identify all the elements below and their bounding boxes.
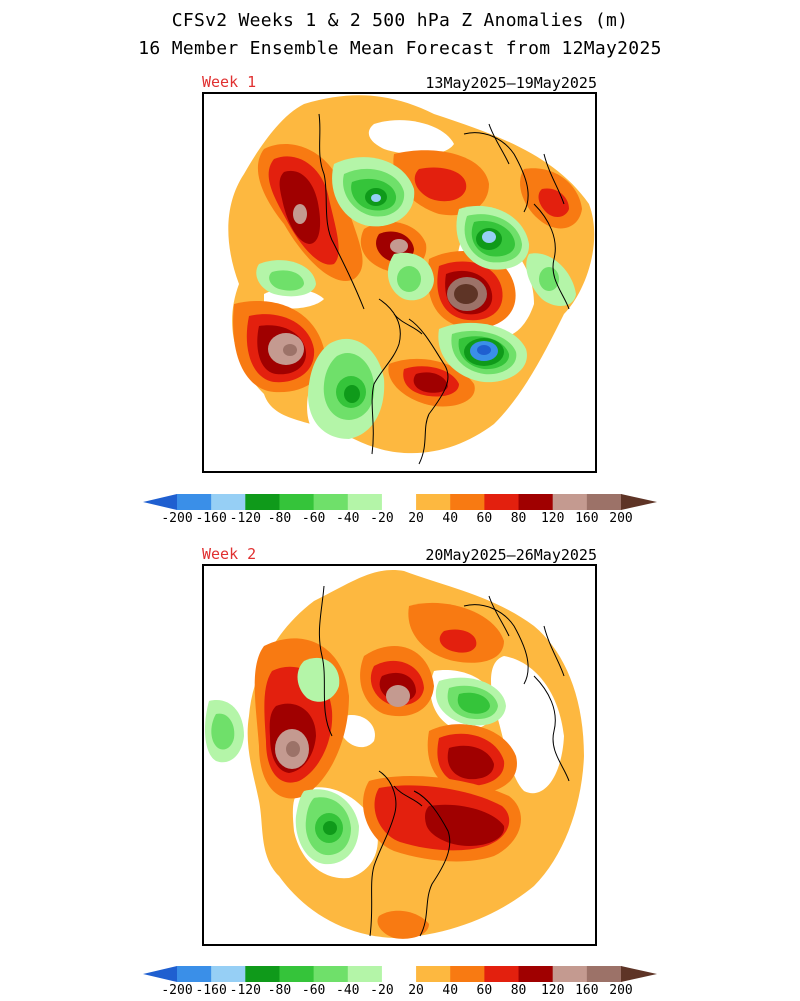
week1-colorbar [143,494,657,510]
colorbar-bin [211,494,246,510]
week2-map-svg [204,570,585,939]
week2-date-range: 20May2025–26May2025 [425,546,597,564]
colorbar-tick-label: 60 [476,511,493,526]
colorbar-bin [484,494,520,510]
colorbar-bins [177,966,622,982]
colorbar-bin [416,966,451,982]
colorbar-bin [279,494,315,510]
colorbar-bin [313,494,349,510]
colorbar-bin [450,966,485,982]
colorbar-tick-label: 40 [442,511,459,526]
colorbar-bin [552,494,588,510]
colorbar-tick-label: -60 [301,983,326,998]
colorbar-tick-label: -60 [301,511,326,526]
colorbar-tick-label: -20 [370,511,394,526]
colorbar-upper-arrow [621,494,657,510]
colorbar-bin [381,966,417,982]
colorbar-tick-label: 120 [540,983,565,998]
colorbar-bin [381,494,417,510]
colorbar-tick-label: -80 [267,983,292,998]
colorbar-bin [347,494,383,510]
colorbar-bin [347,966,383,982]
colorbar-tick-label: 40 [442,983,459,998]
colorbar-tick-label: 120 [540,511,565,526]
colorbar-tick-label: -200 [161,983,193,998]
colorbar-tick-label: 80 [510,511,527,526]
colorbar-tick-label: 60 [476,983,493,998]
week2-label: Week 2 [202,545,257,563]
colorbar-tick-label: 200 [609,983,633,998]
colorbar-bin [245,494,280,510]
colorbar-tick-label: 200 [609,511,633,526]
colorbar-tick-label: -120 [229,511,261,526]
colorbar-tick-label: -160 [195,983,227,998]
colorbar-bin [518,966,554,982]
colorbar-tick-label: 80 [510,983,527,998]
colorbar-bin [484,966,520,982]
week1-map [202,92,597,473]
week1-colorbar-labels: -200 -160 -120 -80 -60 -40 -20 20 40 60 80 120 160 20… [143,511,663,529]
colorbar-bin [177,966,212,982]
colorbar-tick-label: 20 [408,511,424,526]
colorbar-bin [450,494,485,510]
week2-colorbar-labels: -200 -160 -120 -80 -60 -40 -20 20 40 60 80 120 160 20… [143,983,663,1001]
colorbar-bin [586,966,622,982]
colorbar-bins [177,494,622,510]
colorbar-bin [279,966,315,982]
week2-map [202,564,597,946]
colorbar-upper-arrow [621,966,657,982]
chart-subtitle: 16 Member Ensemble Mean Forecast from 12… [138,38,662,59]
colorbar-lower-arrow [143,494,177,510]
colorbar-bin [313,966,349,982]
colorbar-tick-label: 20 [408,983,424,998]
colorbar-tick-label: -40 [336,983,360,998]
colorbar-tick-label: 160 [575,511,599,526]
colorbar-bin [245,966,280,982]
week1-label: Week 1 [202,73,257,91]
week1-map-svg [228,95,595,465]
colorbar-tick-label: -120 [229,983,261,998]
colorbar-tick-label: -200 [161,511,193,526]
colorbar-bin [518,494,554,510]
week2-colorbar [143,966,657,982]
colorbar-tick-label: -40 [336,511,360,526]
colorbar-bin [177,494,212,510]
colorbar-tick-label: -80 [267,511,292,526]
colorbar-tick-label: -160 [195,511,227,526]
colorbar-bin [211,966,246,982]
colorbar-tick-label: -20 [370,983,394,998]
colorbar-lower-arrow [143,966,177,982]
chart-title: CFSv2 Weeks 1 & 2 500 hPa Z Anomalies (m… [171,10,629,31]
colorbar-bin [586,494,622,510]
colorbar-bin [416,494,451,510]
colorbar-bin [552,966,588,982]
week1-date-range: 13May2025–19May2025 [425,74,597,92]
colorbar-tick-label: 160 [575,983,599,998]
